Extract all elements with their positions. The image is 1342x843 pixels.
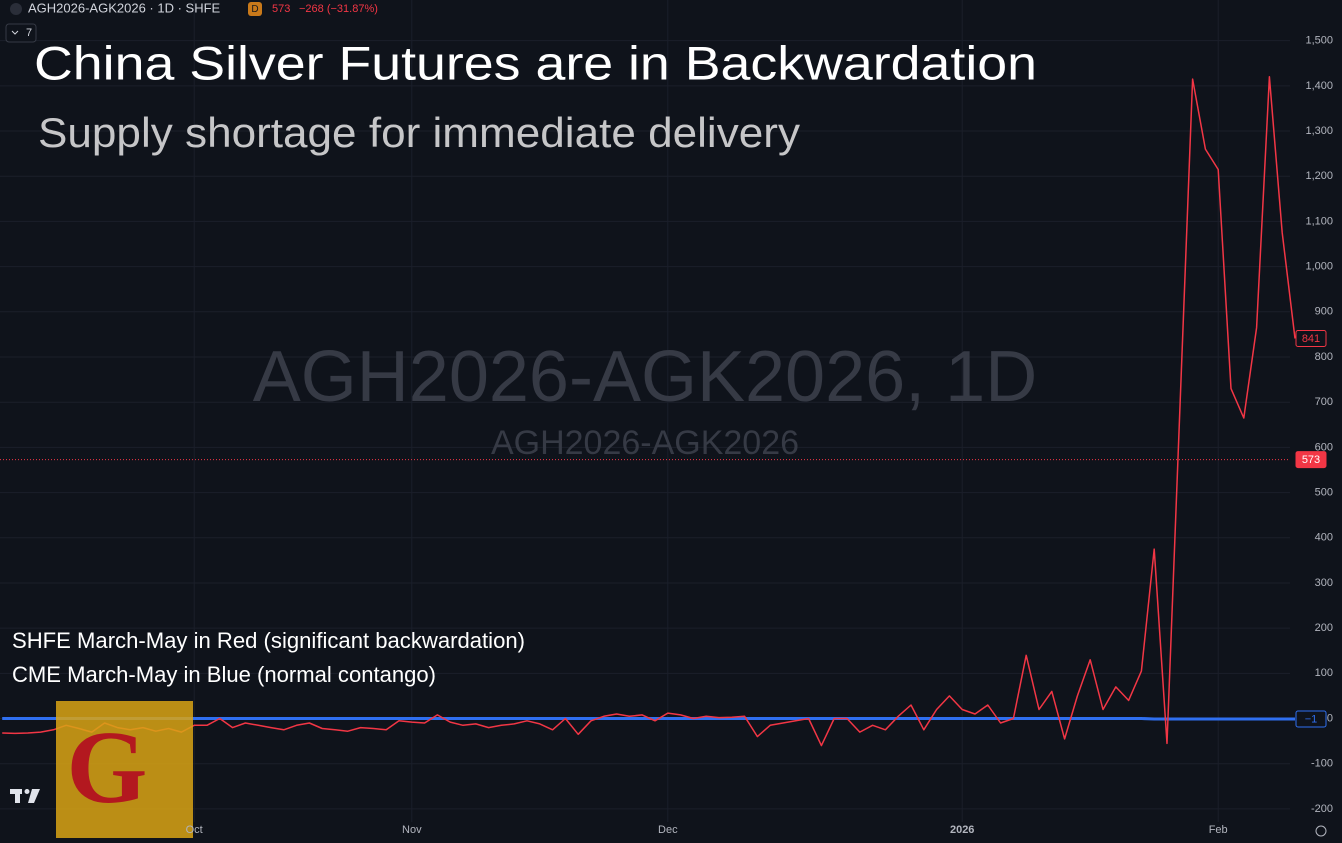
chart-subtitle: Supply shortage for immediate delivery [38,109,800,156]
tv-logo [10,789,40,803]
chart-title: China Silver Futures are in Backwardatio… [34,36,1037,89]
plot [0,76,1296,747]
badge: D [251,4,258,15]
price-tag [1295,329,1327,347]
y-tick-label: 200 [1315,622,1333,634]
y-tick-label: 300 [1315,577,1333,589]
price-tag [1295,451,1327,469]
watermark: AGH2026-AGK2026, 1D [253,337,1037,417]
y-tick-label: 700 [1315,396,1333,408]
y-tick-label: 1,300 [1305,125,1333,137]
price-tag [1295,710,1327,728]
change: −268 (−31.87%) [299,3,378,15]
y-tick-label: 600 [1315,441,1333,453]
price-tag-label: 573 [1302,454,1320,466]
annotation: CME March-May in Blue (normal contango) [12,662,436,687]
indicators-button[interactable] [5,23,37,43]
chevron [11,30,19,35]
y-tick-label: 500 [1315,486,1333,498]
y-tick-label: 1,500 [1305,35,1333,47]
y-tick-label: 900 [1315,306,1333,318]
badge-box [248,2,262,16]
x-tick-label: Feb [1209,824,1228,836]
y-tick-label: 0 [1327,712,1333,724]
y-tick-label: -200 [1311,803,1333,815]
watermark-sub: AGH2026-AGK2026 [491,424,799,462]
settings[interactable] [1315,825,1327,837]
y-tick-label: -100 [1311,758,1333,770]
series-line [2,76,1296,747]
y-tick-label: 1,200 [1305,170,1333,182]
indicators-count[interactable]: 7 [26,27,32,39]
logo-letter: G [67,710,148,825]
y-tick-label: 800 [1315,351,1333,363]
y-tick-label: 100 [1315,667,1333,679]
annotation: SHFE March-May in Red (significant backw… [12,628,525,653]
symbol-icon [10,3,22,15]
x-tick-label: Oct [186,824,203,836]
price-tag-label: −1 [1305,713,1318,725]
symbol[interactable]: AGH2026-AGK2026 · 1D · SHFE [28,0,221,15]
logo-box [56,701,193,838]
last-price: 573 [272,3,290,15]
x-tick-label: Dec [658,824,678,836]
x-tick-label: Nov [402,824,422,836]
x-tick-label: 2026 [950,824,974,836]
y-tick-label: 1,400 [1305,80,1333,92]
y-tick-label: 1,000 [1305,261,1333,273]
price-tag-label: 841 [1302,333,1320,345]
y-tick-label: 1,100 [1305,215,1333,227]
y-tick-label: 400 [1315,532,1333,544]
